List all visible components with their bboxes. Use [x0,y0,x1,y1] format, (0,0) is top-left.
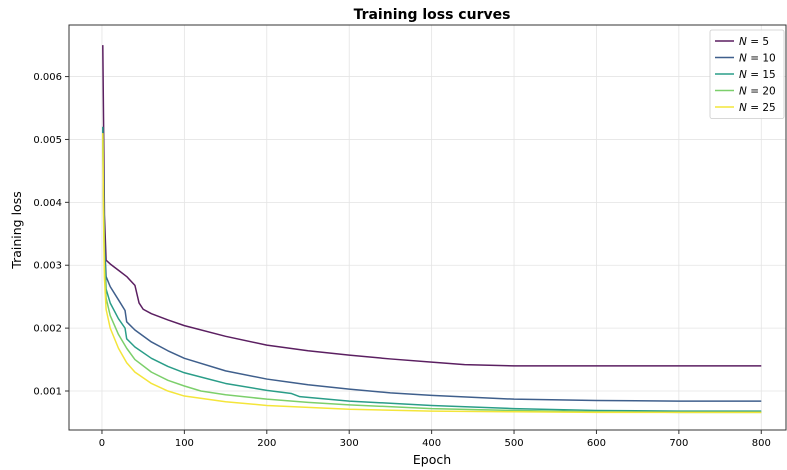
y-tick-label: 0.005 [33,135,62,146]
series-line-n15 [102,126,762,412]
y-tick-label: 0.006 [33,72,62,83]
legend: N = 5 N = 10 N = 15 N = 20 N = 25 [709,29,785,119]
series-line-n25 [102,133,762,414]
x-tick-label: 600 [587,438,606,449]
legend-entry-n15: N = 15 [739,69,776,81]
legend-entry-n25: N = 25 [739,102,776,114]
x-tick-label: 700 [669,438,688,449]
x-tick-label: 200 [257,438,276,449]
legend-entry-n20: N = 20 [739,85,776,97]
legend-entry-n5: N = 5 [739,36,769,48]
series-line-n10 [102,126,762,402]
x-tick-label: 300 [340,438,359,449]
x-axis-label: Epoch [413,452,451,467]
x-tick-label: 400 [422,438,441,449]
chart-title: Training loss curves [354,7,511,23]
y-tick-label: 0.003 [33,261,62,272]
y-tick-label: 0.001 [33,387,62,398]
plot-frame [68,24,787,431]
y-axis-label: Training loss [9,191,24,269]
x-tick-label: 800 [752,438,771,449]
x-axis-ticks: 0 100 200 300 400 500 600 700 800 [99,430,771,449]
legend-entry-n10: N = 10 [739,52,776,64]
x-tick-label: 100 [175,438,194,449]
legend-box [709,29,785,119]
series-line-n5 [102,45,762,367]
y-tick-label: 0.004 [33,198,62,209]
y-tick-label: 0.002 [33,324,62,335]
x-tick-label: 0 [99,438,105,449]
series-line-n20 [102,133,762,414]
x-tick-label: 500 [504,438,523,449]
series-lines [102,45,762,414]
y-axis-ticks: 0.001 0.002 0.003 0.004 0.005 0.006 [33,72,69,398]
